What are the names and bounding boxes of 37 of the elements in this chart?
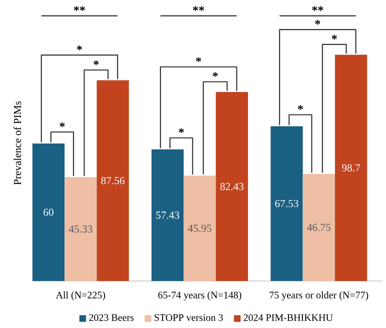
text: *	[315, 20, 320, 24]
data-label: 46.75	[307, 224, 330, 231]
annotation: *	[196, 57, 202, 62]
data-label: 60	[44, 208, 54, 216]
bar	[32, 143, 65, 281]
bar	[184, 176, 216, 281]
data-label: 57.43	[156, 211, 180, 219]
x-tick-label: 65-74 years (N=148)	[158, 291, 242, 300]
bar	[96, 80, 129, 281]
y-axis-title: Prevalence of PIMs	[14, 101, 22, 185]
bar	[302, 174, 335, 281]
legend-label: 2023 Beers	[89, 314, 134, 321]
legend-label: 2024 PIM-BHIKKHU	[244, 314, 333, 321]
text: *	[76, 45, 82, 50]
x-tick-label: 75 years or older (N=77)	[270, 291, 368, 300]
bar	[64, 177, 97, 281]
text: **	[74, 6, 85, 11]
annotation: *	[178, 128, 184, 133]
data-label: 45.95	[188, 224, 212, 232]
annotation: *	[94, 60, 99, 65]
annotation: *	[60, 122, 65, 127]
text: **	[312, 6, 324, 11]
bar	[270, 126, 303, 281]
bar	[334, 54, 368, 281]
text: **	[193, 6, 204, 11]
text: *	[332, 34, 337, 40]
bar	[152, 149, 184, 281]
data-label: 67.53	[275, 200, 298, 208]
legend-label: STOPP version 3	[154, 314, 223, 321]
annotation: *	[298, 105, 303, 110]
data-label: 87.56	[101, 176, 124, 184]
annotation: *	[212, 72, 218, 77]
bar	[216, 92, 248, 281]
data-label: 45.33	[68, 225, 92, 233]
x-tick-label: All (N=225)	[56, 291, 106, 300]
data-label: 98.7	[342, 164, 360, 172]
data-label: 82.43	[220, 182, 244, 190]
